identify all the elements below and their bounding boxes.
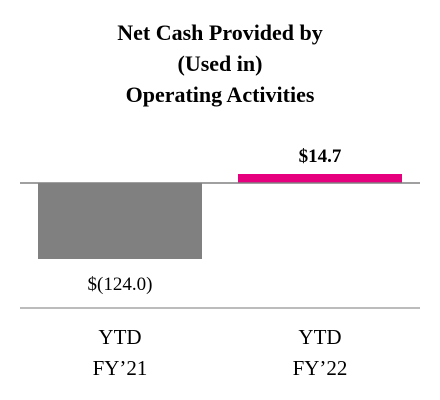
chart-title-line-2: (Used in) [177, 51, 263, 76]
bar-1 [38, 183, 202, 259]
chart-title-line-1: Net Cash Provided by [117, 20, 323, 45]
x-tick-label-2-line-2: FY’22 [293, 356, 348, 380]
x-tick-label-2-line-1: YTD [298, 325, 341, 349]
bar-2 [238, 174, 402, 183]
data-label-1: $(124.0) [88, 274, 153, 295]
x-tick-label-1-line-2: FY’21 [93, 356, 148, 380]
x-tick-label-1-line-1: YTD [98, 325, 141, 349]
chart-title-line-3: Operating Activities [125, 82, 315, 107]
data-label-2: $14.7 [299, 146, 342, 167]
